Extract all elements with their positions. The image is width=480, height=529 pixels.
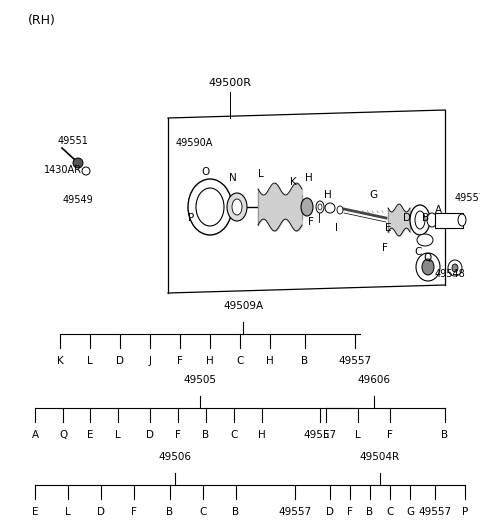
- Text: E: E: [323, 430, 329, 440]
- Text: (RH): (RH): [28, 14, 56, 27]
- Text: D: D: [116, 356, 124, 366]
- Text: 1430AR: 1430AR: [44, 165, 82, 175]
- Text: F: F: [177, 356, 183, 366]
- Ellipse shape: [227, 193, 247, 221]
- Bar: [435, 213, 463, 228]
- Text: B: B: [203, 430, 210, 440]
- Text: F: F: [131, 507, 137, 517]
- Text: H: H: [324, 190, 332, 200]
- Ellipse shape: [316, 201, 324, 213]
- Ellipse shape: [232, 199, 242, 215]
- Text: B: B: [442, 430, 449, 440]
- Text: K: K: [57, 356, 63, 366]
- Ellipse shape: [337, 206, 343, 214]
- Text: E: E: [32, 507, 38, 517]
- Text: D: D: [403, 213, 411, 223]
- Text: G: G: [406, 507, 414, 517]
- Text: B: B: [167, 507, 174, 517]
- Ellipse shape: [410, 205, 430, 235]
- Text: B: B: [422, 213, 430, 223]
- Text: 49505: 49505: [183, 375, 216, 385]
- Ellipse shape: [417, 234, 433, 246]
- Text: 49500R: 49500R: [208, 78, 252, 88]
- Text: D: D: [97, 507, 105, 517]
- Text: D: D: [146, 430, 154, 440]
- Text: L: L: [115, 430, 121, 440]
- Text: 49557: 49557: [303, 430, 336, 440]
- Text: N: N: [229, 173, 237, 183]
- Ellipse shape: [82, 167, 90, 175]
- Ellipse shape: [452, 264, 458, 272]
- Text: L: L: [258, 169, 264, 179]
- Text: Q: Q: [424, 253, 432, 263]
- Text: H: H: [266, 356, 274, 366]
- Text: L: L: [87, 356, 93, 366]
- Text: P: P: [462, 507, 468, 517]
- Text: E: E: [87, 430, 93, 440]
- Text: B: B: [366, 507, 373, 517]
- Ellipse shape: [415, 211, 425, 229]
- Text: H: H: [305, 173, 313, 183]
- Ellipse shape: [416, 253, 440, 281]
- Text: 49557: 49557: [278, 507, 312, 517]
- Text: 49557: 49557: [419, 507, 452, 517]
- Text: 49509A: 49509A: [223, 301, 263, 311]
- Ellipse shape: [73, 158, 83, 168]
- Text: A: A: [31, 430, 38, 440]
- Text: K: K: [289, 177, 296, 187]
- Ellipse shape: [427, 213, 437, 227]
- Ellipse shape: [325, 203, 335, 213]
- Text: B: B: [301, 356, 309, 366]
- Text: C: C: [230, 430, 238, 440]
- Text: L: L: [65, 507, 71, 517]
- Text: P: P: [188, 213, 194, 223]
- Text: 49557: 49557: [338, 356, 372, 366]
- Text: F: F: [308, 217, 314, 227]
- Text: 49557: 49557: [455, 193, 480, 203]
- Text: C: C: [386, 507, 394, 517]
- Text: F: F: [175, 430, 181, 440]
- Text: 49504R: 49504R: [360, 452, 400, 462]
- Text: 49606: 49606: [358, 375, 391, 385]
- Ellipse shape: [448, 260, 462, 276]
- Text: G: G: [369, 190, 377, 200]
- Ellipse shape: [458, 214, 466, 226]
- Text: 49549: 49549: [62, 195, 94, 205]
- Text: F: F: [387, 430, 393, 440]
- Text: 49548: 49548: [434, 269, 466, 279]
- Text: H: H: [206, 356, 214, 366]
- Text: C: C: [236, 356, 244, 366]
- Text: F: F: [382, 243, 388, 253]
- Text: 49590A: 49590A: [176, 138, 214, 148]
- Text: F: F: [347, 507, 353, 517]
- Text: D: D: [326, 507, 334, 517]
- Ellipse shape: [318, 204, 322, 210]
- Text: H: H: [258, 430, 266, 440]
- Ellipse shape: [422, 259, 434, 275]
- Text: 49551: 49551: [58, 136, 89, 146]
- Text: B: B: [232, 507, 240, 517]
- Text: L: L: [355, 430, 361, 440]
- Text: 49506: 49506: [158, 452, 192, 462]
- Text: J: J: [148, 356, 152, 366]
- Text: Q: Q: [59, 430, 67, 440]
- Text: O: O: [202, 167, 210, 177]
- Ellipse shape: [301, 198, 313, 216]
- Text: C: C: [414, 247, 422, 257]
- Ellipse shape: [196, 188, 224, 226]
- Text: C: C: [199, 507, 207, 517]
- Text: E: E: [385, 223, 391, 233]
- Text: A: A: [434, 205, 442, 215]
- Ellipse shape: [188, 179, 232, 235]
- Text: I: I: [336, 223, 338, 233]
